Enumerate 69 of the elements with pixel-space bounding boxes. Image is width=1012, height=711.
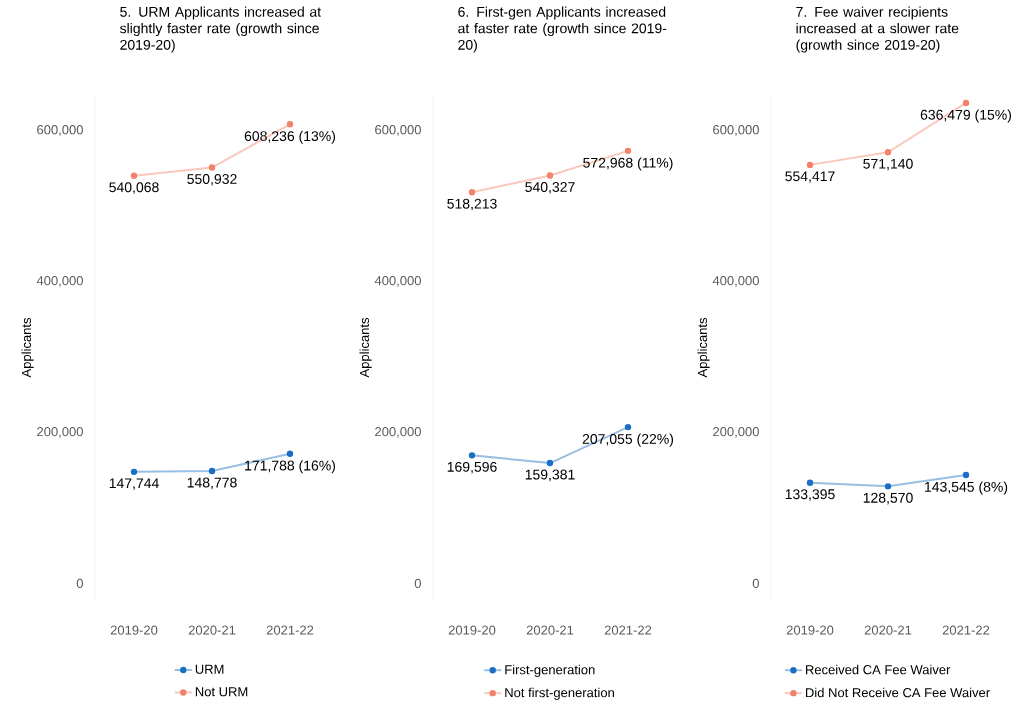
point bbox=[468, 452, 476, 459]
x-tick-label: 2019-20 bbox=[110, 625, 158, 635]
point bbox=[208, 467, 216, 475]
data-label: 147,744 bbox=[109, 478, 159, 490]
y-axis-title: Applicants bbox=[359, 317, 372, 378]
point bbox=[468, 189, 476, 196]
x-tick-label: 2020-21 bbox=[864, 625, 912, 635]
data-label: 540,068 bbox=[109, 182, 159, 194]
x-tick-label: 2020-21 bbox=[526, 625, 574, 635]
x-tick-label: 2019-20 bbox=[448, 625, 496, 635]
legend-label: Not first-generation bbox=[505, 687, 614, 700]
point bbox=[208, 164, 216, 171]
y-tick-label: 600,000 bbox=[37, 125, 83, 136]
data-label: 171,788 (16%) bbox=[245, 460, 336, 474]
legend-label: URM bbox=[195, 664, 224, 674]
y-tick-label: 600,000 bbox=[713, 125, 759, 136]
chart-title: 6. First-gen Applicants increased at faster rate (growth since 2019-20) bbox=[458, 6, 667, 53]
y-tick-label: 400,000 bbox=[36, 276, 83, 287]
y-tick-label: 200,000 bbox=[375, 427, 421, 438]
data-label: 207,055 (22%) bbox=[582, 433, 674, 447]
point bbox=[546, 172, 554, 179]
y-axis-title: Applicants bbox=[21, 317, 34, 378]
data-label: 571,140 bbox=[863, 158, 913, 171]
chart-title: 7. Fee waiver recipients increased at a slower rate (growth since 2019-20) bbox=[796, 6, 959, 53]
data-label: 159,381 bbox=[525, 469, 575, 482]
data-label: 128,570 bbox=[863, 492, 913, 505]
y-tick-label: 400,000 bbox=[374, 276, 421, 287]
point bbox=[962, 471, 970, 479]
legend-label: Did Not Receive CA Fee Waiver bbox=[806, 687, 990, 698]
data-label: 143,545 (8%) bbox=[925, 481, 1008, 495]
y-tick-label: 200,000 bbox=[37, 427, 83, 438]
chart-title: 5. URM Applicants increased at slightly faster rate (growth since 2019-20) bbox=[119, 6, 321, 53]
point bbox=[624, 423, 632, 431]
y-tick-label: 200,000 bbox=[713, 427, 759, 438]
data-label: 133,395 bbox=[785, 489, 835, 501]
data-label: 608,236 (13%) bbox=[244, 130, 336, 144]
x-tick-label: 2021-22 bbox=[942, 625, 990, 635]
data-label: 572,968 (11%) bbox=[583, 157, 673, 171]
legend-label: Not URM bbox=[195, 687, 248, 697]
point bbox=[962, 99, 970, 107]
x-tick-label: 2021-22 bbox=[604, 625, 652, 635]
data-label: 540,327 bbox=[525, 182, 575, 194]
data-label: 518,213 bbox=[447, 198, 497, 211]
x-tick-label: 2019-20 bbox=[786, 625, 834, 635]
x-tick-label: 2020-21 bbox=[188, 625, 236, 635]
y-tick-label: 400,000 bbox=[712, 276, 759, 287]
point bbox=[546, 459, 554, 467]
point bbox=[286, 450, 294, 457]
x-tick-label: 2021-22 bbox=[266, 625, 314, 635]
y-axis-title: Applicants bbox=[697, 317, 710, 378]
y-tick-label: 0 bbox=[752, 578, 759, 588]
y-tick-label: 0 bbox=[414, 578, 421, 588]
data-label: 148,778 bbox=[187, 477, 237, 490]
point bbox=[624, 147, 632, 155]
data-label: 550,932 bbox=[187, 174, 237, 186]
y-tick-label: 600,000 bbox=[375, 125, 421, 136]
point bbox=[130, 172, 138, 179]
point bbox=[130, 468, 138, 476]
point bbox=[286, 121, 294, 128]
legend-label: Received CA Fee Waiver bbox=[806, 664, 951, 675]
y-tick-label: 0 bbox=[76, 578, 83, 588]
point bbox=[884, 149, 892, 156]
data-label: 169,596 bbox=[447, 461, 497, 474]
data-label: 554,417 bbox=[785, 171, 835, 183]
point bbox=[884, 483, 892, 490]
point bbox=[806, 479, 814, 486]
data-label: 636,479 (15%) bbox=[920, 109, 1012, 123]
point bbox=[806, 161, 814, 169]
legend-label: First-generation bbox=[505, 664, 595, 677]
